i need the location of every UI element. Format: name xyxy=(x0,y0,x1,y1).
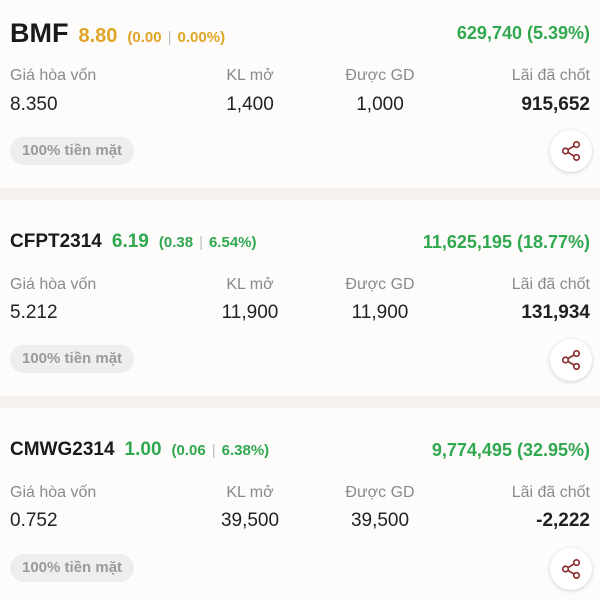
label-breakeven: Giá hòa vốn xyxy=(10,276,97,293)
value-open-qty: 11,900 xyxy=(221,302,279,323)
change-value: (0.38 xyxy=(158,234,194,251)
symbol: CMWG2314 xyxy=(10,439,115,460)
unrealized-pnl: 629,740 (5.39%) xyxy=(456,22,590,43)
change-percent: 0.00%) xyxy=(177,28,226,46)
unrealized-pnl: 11,625,195 (18.77%) xyxy=(422,231,590,252)
divider: | xyxy=(167,28,172,46)
share-icon xyxy=(561,141,581,161)
value-breakeven: 0.752 xyxy=(10,510,58,531)
value-breakeven: 5.212 xyxy=(10,302,58,323)
change-percent: 6.54%) xyxy=(208,234,257,251)
change-value: (0.00 xyxy=(127,28,162,46)
position-card-cfpt2314[interactable]: CFPT2314 6.19 (0.38 | 6.54%) 11,625,195 (1… xyxy=(0,200,600,396)
divider: | xyxy=(199,234,203,251)
value-tradable: 11,900 xyxy=(351,302,409,323)
share-button[interactable] xyxy=(550,548,592,590)
value-open-qty: 1,400 xyxy=(226,94,274,115)
margin-chip: 100% tiền mặt xyxy=(10,137,135,165)
price-change: (0.38 | 6.54%) xyxy=(159,234,257,251)
label-open-qty: KL mở xyxy=(226,276,274,293)
share-button[interactable] xyxy=(550,130,592,172)
label-open-qty: KL mở xyxy=(226,67,274,84)
label-tradable: Được GD xyxy=(345,484,415,501)
value-open-qty: 39,500 xyxy=(220,510,280,531)
share-icon xyxy=(561,559,581,579)
label-realized: Lãi đã chốt xyxy=(511,484,590,501)
value-realized: -2,222 xyxy=(536,510,590,531)
price: 8.80 xyxy=(78,24,118,47)
price: 1.00 xyxy=(124,439,162,460)
divider: | xyxy=(211,442,216,459)
price-change: (0.00 | 0.00%) xyxy=(127,29,225,46)
label-realized: Lãi đã chốt xyxy=(511,276,590,293)
change-percent: 6.38%) xyxy=(221,442,270,459)
label-breakeven: Giá hòa vốn xyxy=(10,484,97,501)
value-tradable: 1,000 xyxy=(356,94,404,115)
price: 6.19 xyxy=(111,231,149,252)
value-tradable: 39,500 xyxy=(350,510,410,531)
symbol: BMF xyxy=(10,17,69,48)
label-breakeven: Giá hòa vốn xyxy=(10,67,97,84)
unrealized-pnl: 9,774,495 (32.95%) xyxy=(431,439,590,460)
value-breakeven: 8.350 xyxy=(10,94,58,115)
label-open-qty: KL mở xyxy=(226,484,274,501)
position-card-cmwg2314[interactable]: CMWG2314 1.00 (0.06 | 6.38%) 9,774,495 (32… xyxy=(0,408,600,600)
change-value: (0.06 xyxy=(171,442,206,459)
label-tradable: Được GD xyxy=(345,67,415,84)
share-icon xyxy=(561,350,581,370)
price-change: (0.06 | 6.38%) xyxy=(172,442,270,459)
position-card-bmf[interactable]: BMF 8.80 (0.00 | 0.00%) 629,740 (5.39%) Gi… xyxy=(0,0,600,188)
label-tradable: Được GD xyxy=(345,276,415,293)
share-button[interactable] xyxy=(550,339,592,381)
value-realized: 915,652 xyxy=(521,94,590,115)
label-realized: Lãi đã chốt xyxy=(511,67,590,84)
margin-chip: 100% tiền mặt xyxy=(10,345,135,373)
value-realized: 131,934 xyxy=(521,302,590,323)
margin-chip: 100% tiền mặt xyxy=(10,554,135,582)
symbol: CFPT2314 xyxy=(10,231,102,252)
